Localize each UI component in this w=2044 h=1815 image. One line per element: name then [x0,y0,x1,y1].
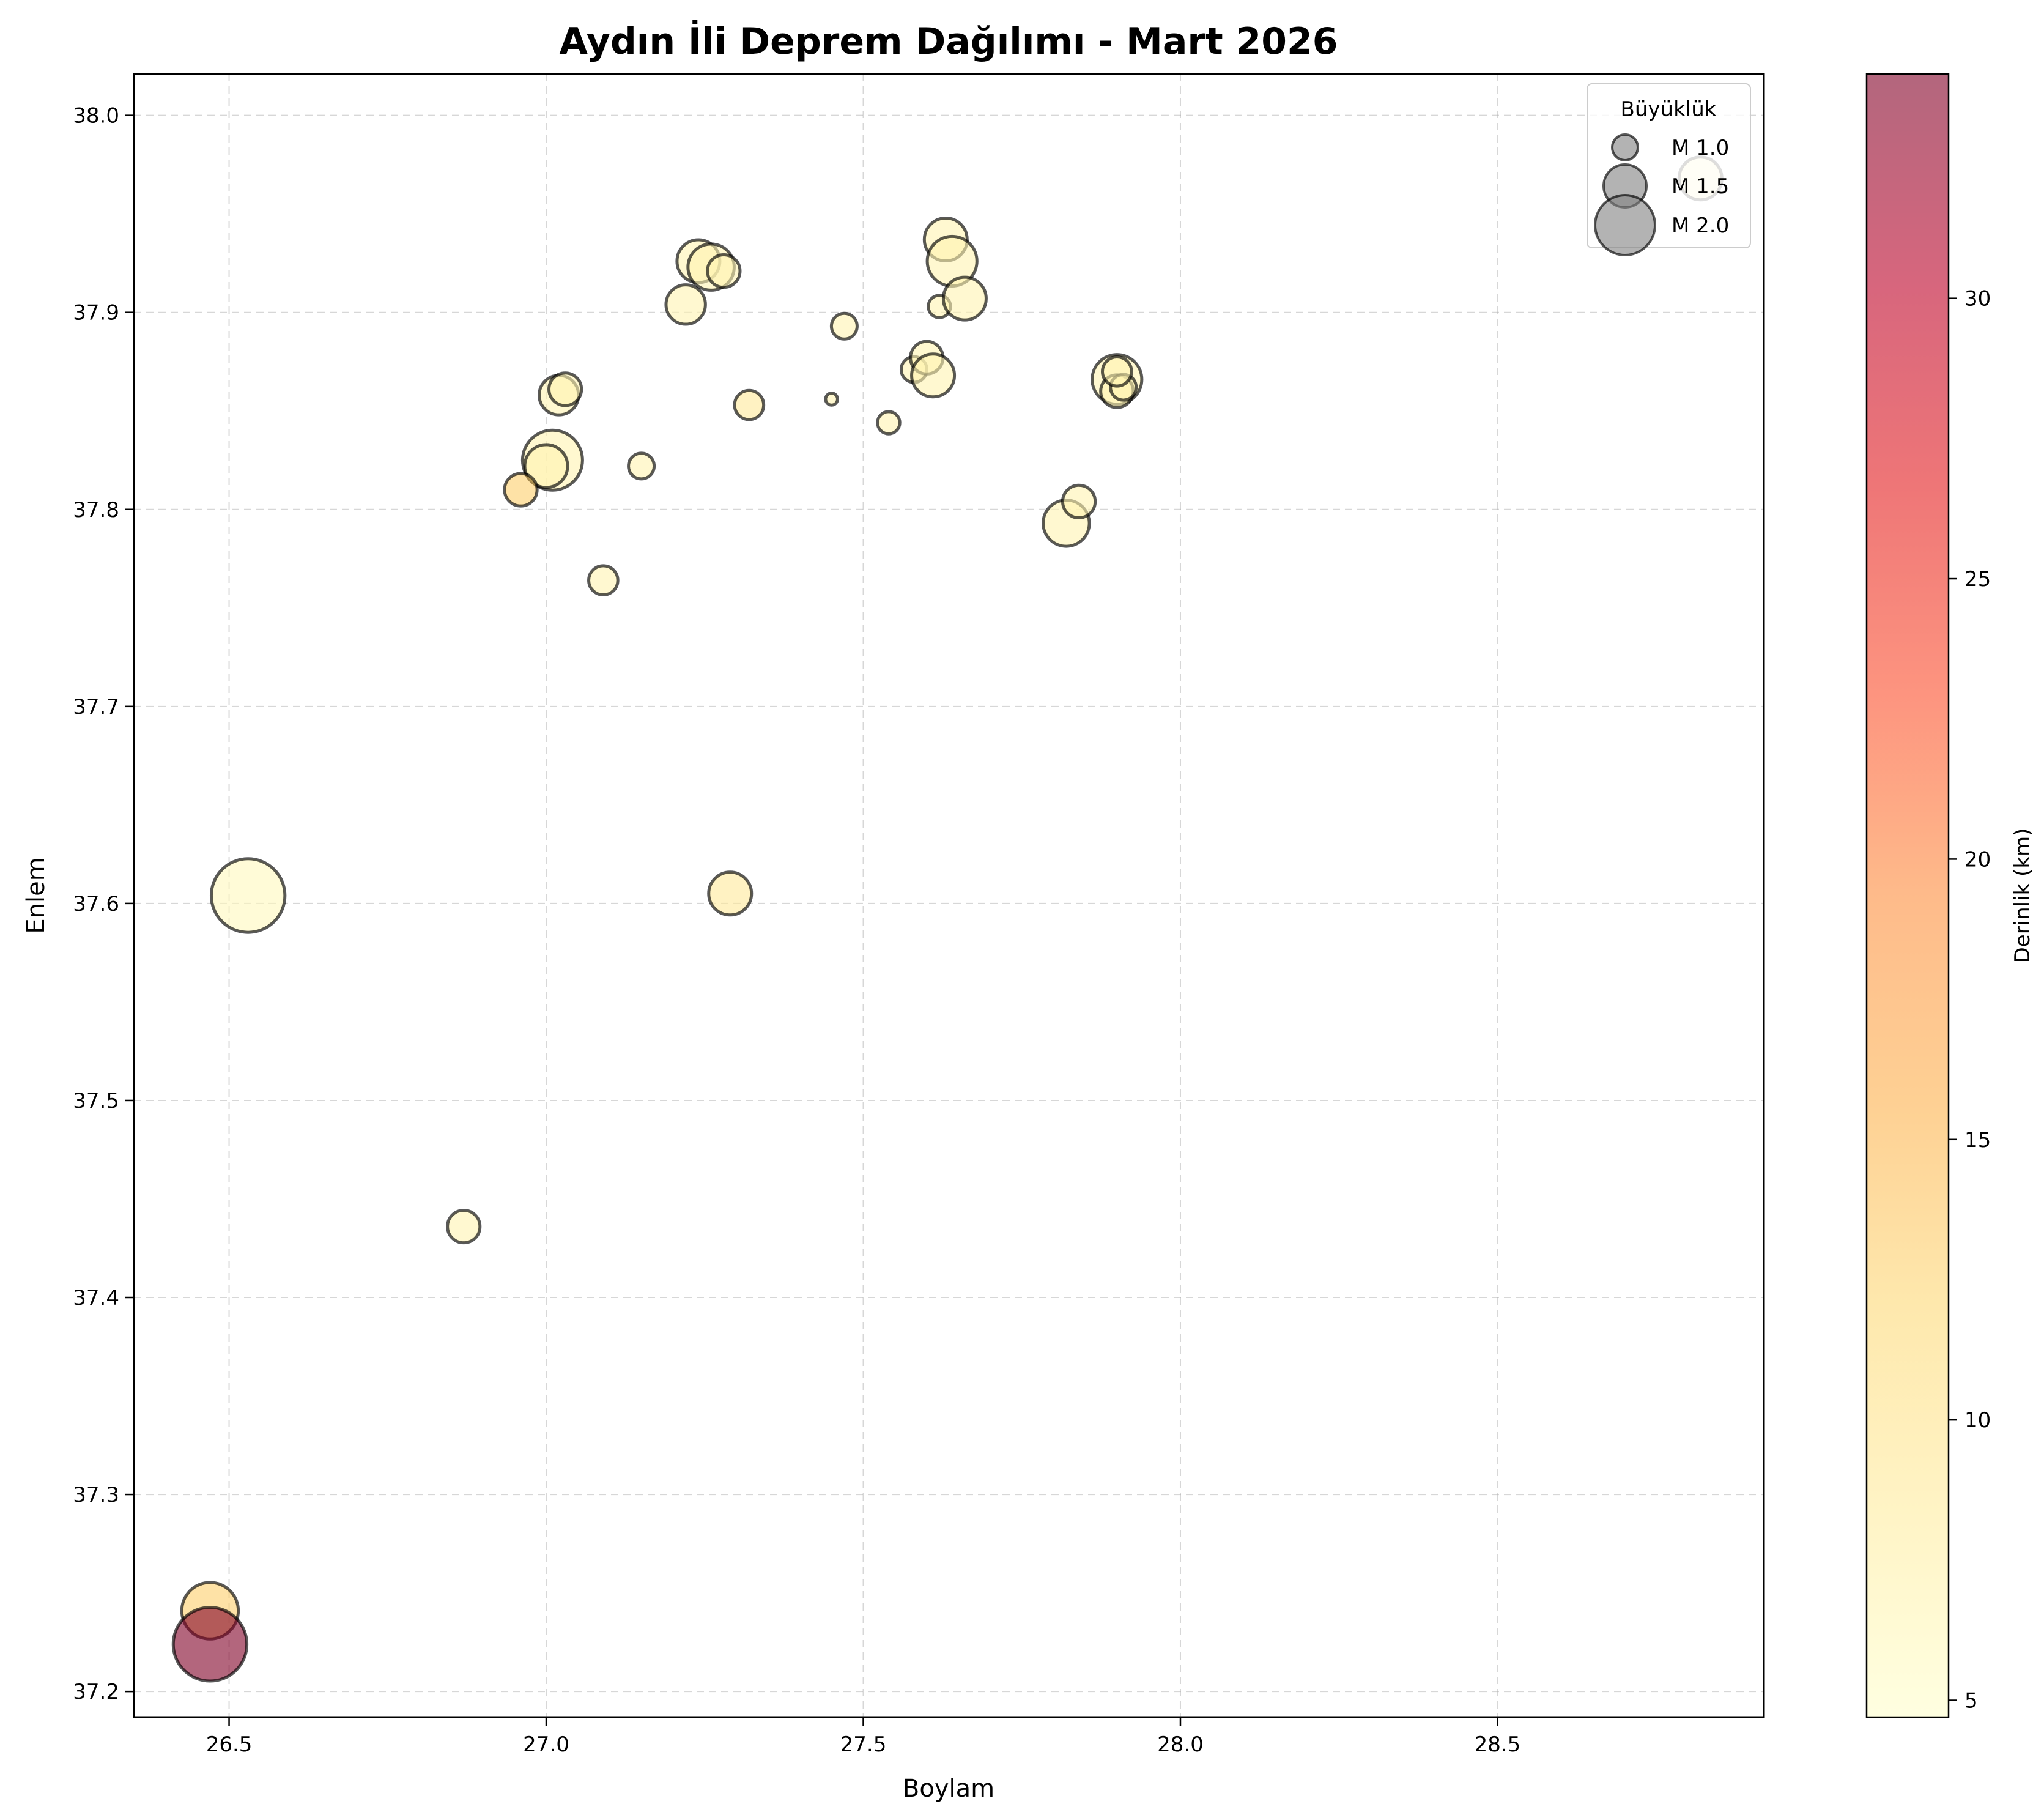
earthquake-point [171,1606,249,1683]
legend-label: M 2.0 [1672,213,1729,238]
data-points [171,155,1724,1683]
legend-label: M 1.0 [1672,136,1729,160]
y-tick-label: 37.5 [73,1089,119,1113]
legend: Büyüklük M 1.0 M 1.5 M 2.0 [1587,83,1751,256]
colorbar [1865,73,1950,1718]
colorbar-tick-label: 30 [1964,287,1991,311]
colorbar-tick-label: 5 [1964,1688,1978,1713]
earthquake-point [707,870,754,917]
x-tick-label: 27.5 [840,1732,887,1757]
earthquake-point [664,283,707,326]
colorbar-tick-label: 15 [1964,1128,1991,1152]
colorbar-tick-label: 10 [1964,1408,1991,1433]
colorbar-label: Derinlik (km) [2010,828,2035,963]
earthquake-point [876,410,902,436]
x-tick-label: 28.0 [1157,1732,1204,1757]
earthquake-point [941,275,988,322]
legend-marker [1594,194,1656,256]
earthquake-point [523,443,569,489]
y-tick-label: 37.2 [73,1680,119,1704]
y-axis-ticks: 37.2 37.3 37.4 37.5 37.6 37.7 37.8 37.9 38.0 [73,104,134,1704]
earthquake-point [910,352,957,399]
y-tick-label: 37.7 [73,695,119,719]
y-tick-label: 37.9 [73,301,119,325]
x-tick-label: 28.5 [1475,1732,1521,1757]
earthquake-point [829,311,859,341]
y-tick-label: 37.3 [73,1483,119,1507]
earthquake-point [733,388,766,421]
chart-title: Aydın İli Deprem Dağılımı - Mart 2026 [559,19,1338,63]
legend-title: Büyüklük [1621,97,1717,122]
plot-frame [133,73,1765,1718]
x-tick-label: 26.5 [206,1732,253,1757]
earthquake-point [1100,355,1133,388]
earthquake-point [587,564,620,597]
y-axis-label: Enlem [22,857,50,933]
earthquake-point [706,253,742,289]
x-tick-label: 27.0 [523,1732,569,1757]
y-tick-label: 37.8 [73,498,119,522]
x-axis-label: Boylam [903,1775,994,1803]
earthquake-point [503,472,539,508]
x-axis-ticks: 26.5 27.0 27.5 28.0 28.5 [206,1717,1521,1757]
colorbar-tick-label: 25 [1964,567,1991,592]
earthquake-point [446,1208,482,1245]
earthquake-point [627,451,656,481]
earthquake-point [547,371,583,407]
grid [134,74,1764,1717]
legend-marker [1611,133,1639,161]
colorbar-ticks: 5 10 15 20 25 30 [1949,287,1991,1713]
y-tick-label: 37.4 [73,1286,119,1310]
earthquake-point [209,857,287,934]
y-tick-label: 38.0 [73,104,119,128]
colorbar-tick-label: 20 [1964,847,1991,872]
y-tick-label: 37.6 [73,892,119,916]
earthquake-point [824,392,839,407]
legend-entries: M 1.0 M 1.5 M 2.0 [1594,133,1729,256]
legend-label: M 1.5 [1672,174,1729,199]
earthquake-point [1061,483,1097,519]
